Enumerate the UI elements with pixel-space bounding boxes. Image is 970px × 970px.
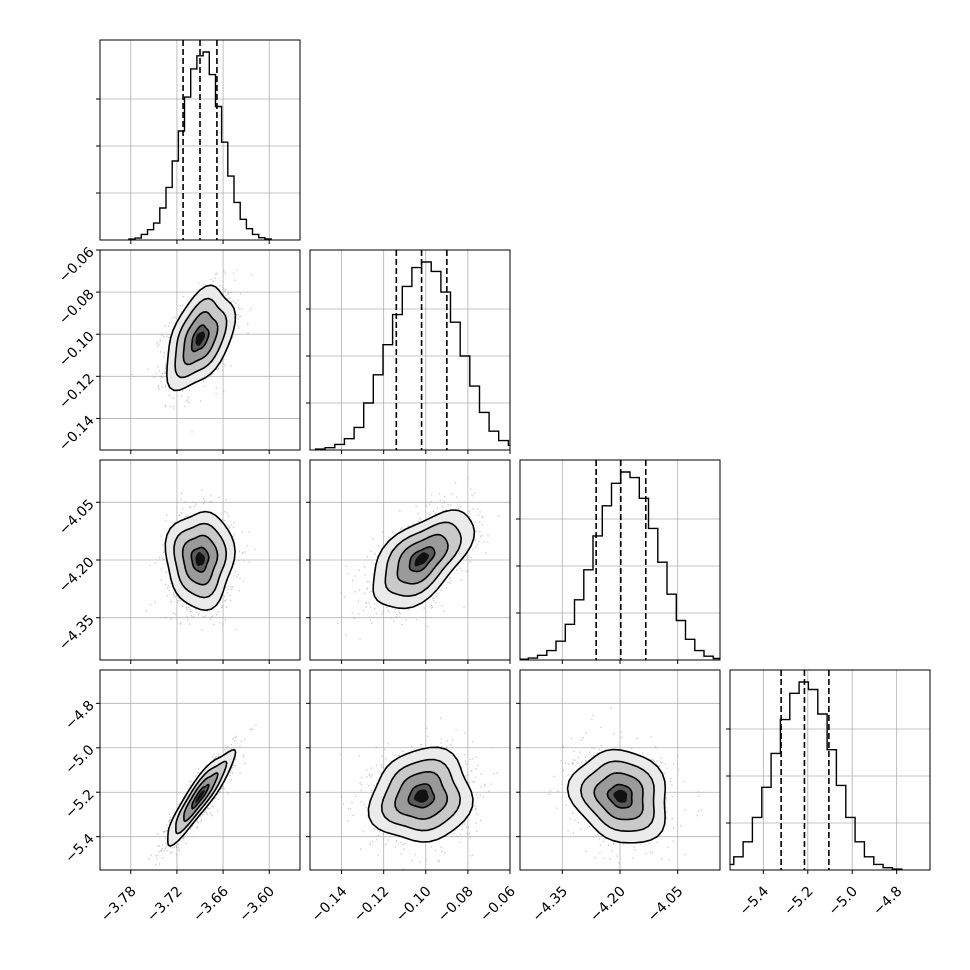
scatter-panel-4-3: −4.35 −4.20 −4.05	[516, 669, 721, 926]
y-tick-label: −4.35	[56, 612, 98, 654]
contour-line	[167, 749, 237, 847]
contour-line	[165, 284, 237, 392]
contour-line	[606, 783, 633, 809]
x-tick-label: −0.12	[351, 884, 393, 926]
y-tick-label: −0.08	[56, 286, 98, 328]
scatter-panel-4-1: −5.4 −5.2 −5.0 −4.8 −3.78 −3.72 −3.66 −3.60	[62, 669, 301, 926]
x-tick-label: −5.2	[781, 884, 816, 919]
contour-line	[384, 521, 463, 597]
contour-line	[164, 510, 236, 612]
x-tick-label: −5.0	[826, 884, 861, 919]
density-core	[414, 789, 429, 803]
histogram-panel-2	[306, 249, 511, 454]
contour-line	[191, 783, 210, 810]
histogram-panel-3	[516, 459, 721, 664]
contour-line	[593, 772, 644, 821]
contour-line	[175, 760, 228, 835]
y-tick-label: −5.0	[62, 742, 97, 777]
density-core	[414, 552, 429, 567]
contour-line	[173, 522, 228, 599]
contour-line	[396, 533, 449, 585]
histogram-line	[128, 51, 272, 240]
panel-frame	[99, 249, 301, 451]
x-tick-label: −3.78	[98, 884, 140, 926]
x-tick-label: −0.14	[309, 883, 351, 925]
histogram-panel-1	[96, 39, 301, 244]
contour-line	[579, 760, 655, 833]
x-tick-label: −0.08	[435, 884, 477, 926]
scatter-panel-3-1: −4.35 −4.20 −4.05	[56, 459, 301, 664]
x-tick-label: −4.8	[870, 884, 905, 919]
x-tick-label: −4.05	[645, 884, 687, 926]
contour-line	[394, 770, 449, 820]
y-tick-label: −4.8	[62, 698, 97, 733]
scatter-points	[340, 717, 498, 870]
contour-line	[407, 783, 436, 809]
x-tick-label: −4.35	[529, 884, 571, 926]
panel-frame	[519, 669, 721, 871]
y-tick-label: −5.4	[62, 831, 97, 866]
scatter-panel-4-2: −0.14 −0.12 −0.10 −0.08 −0.06	[306, 669, 519, 926]
density-core	[195, 789, 205, 804]
contour-line	[566, 748, 667, 844]
scatter-panel-3-2	[306, 459, 511, 664]
x-tick-label: −3.72	[144, 884, 186, 926]
x-tick-label: −4.20	[587, 884, 629, 926]
y-tick-label: −4.05	[56, 497, 98, 539]
contour-line	[408, 546, 436, 573]
x-tick-label: −5.4	[737, 883, 772, 918]
contour-line	[190, 324, 210, 353]
contour-line	[174, 297, 228, 379]
x-tick-label: −3.60	[236, 884, 278, 926]
y-tick-label: −5.2	[62, 787, 97, 822]
contour-line	[190, 546, 210, 573]
panel-frame	[99, 39, 301, 241]
panel-frame	[729, 669, 931, 871]
contour-line	[183, 772, 219, 823]
scatter-panel-2-1: −0.14−0.12−0.10−0.08−0.06	[56, 244, 301, 455]
histogram-panel-4: −5.4 −5.2 −5.0 −4.8	[726, 669, 931, 919]
y-tick-label: −0.14	[56, 413, 98, 455]
y-tick-label: −0.10	[56, 329, 98, 371]
contour-line	[372, 509, 476, 610]
x-tick-label: −3.66	[190, 883, 232, 925]
contour-line	[182, 310, 219, 366]
contour-line	[181, 534, 219, 586]
panel-frame	[519, 459, 721, 661]
panel-frame	[99, 669, 301, 871]
contour-line	[380, 758, 462, 832]
x-tick-label: −0.10	[393, 884, 435, 926]
density-core	[613, 789, 628, 803]
histogram-line	[520, 471, 720, 660]
panel-frame	[99, 459, 301, 661]
density-core	[195, 331, 205, 346]
panel-frame	[309, 669, 511, 871]
x-tick-label: −0.06	[477, 883, 519, 925]
panel-frame	[309, 249, 511, 451]
contour-line	[367, 746, 474, 843]
y-tick-label: −0.12	[56, 371, 98, 413]
y-tick-label: −4.20	[56, 554, 98, 596]
panel-frame	[309, 459, 511, 661]
density-core	[195, 551, 205, 566]
y-tick-label: −0.06	[56, 244, 98, 286]
